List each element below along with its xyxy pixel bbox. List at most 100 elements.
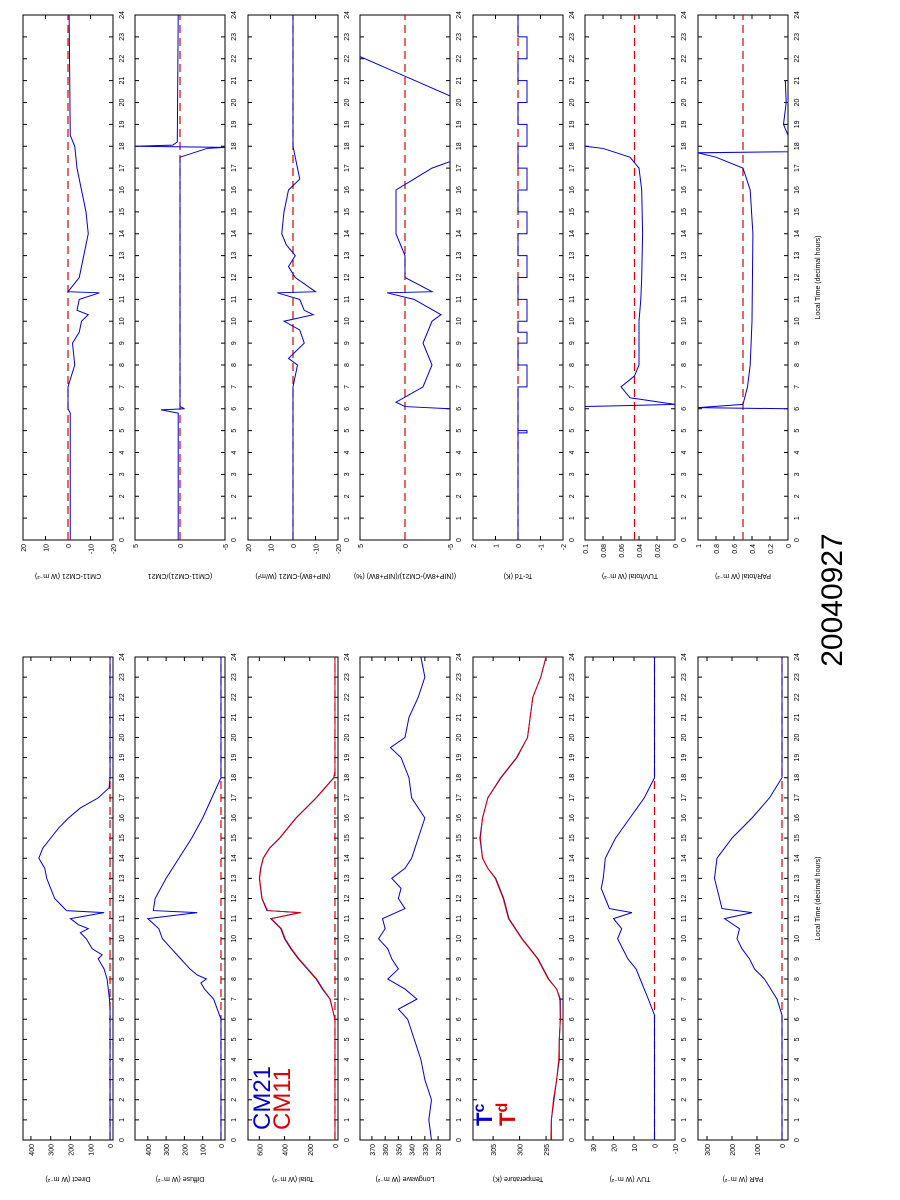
x-tick-label: 0 xyxy=(119,538,126,542)
x-tick-label: 19 xyxy=(119,120,126,128)
x-tick-label: 23 xyxy=(794,673,801,681)
x-tick-label: 12 xyxy=(794,274,801,282)
x-tick-label: 10 xyxy=(456,935,463,943)
x-tick-label: 4 xyxy=(119,1057,126,1061)
x-tick-label: 12 xyxy=(456,274,463,282)
y-tick-label: -1 xyxy=(539,544,546,550)
x-tick-label: 11 xyxy=(569,915,576,922)
x-tick-label: 24 xyxy=(344,11,351,19)
y-tick-label: 295 xyxy=(544,1144,551,1156)
y-tick-label: 400 xyxy=(146,1144,153,1156)
x-tick-label: 16 xyxy=(794,814,801,822)
y-tick-label: -20 xyxy=(111,544,118,554)
x-tick-label: 22 xyxy=(569,55,576,63)
x-tick-label: 17 xyxy=(231,794,238,802)
x-tick-label: 21 xyxy=(569,77,576,85)
x-tick-label: 19 xyxy=(681,120,688,128)
y-axis-label: TUV/total (W m⁻²) xyxy=(602,572,658,579)
x-tick-label: 19 xyxy=(231,754,238,762)
x-tick-label: 16 xyxy=(119,814,126,822)
x-tick-label: 13 xyxy=(119,252,126,260)
x-axis-label: Local Time (decimal hours) xyxy=(815,235,822,319)
x-tick-label: 12 xyxy=(231,274,238,282)
x-tick-label: 17 xyxy=(681,794,688,802)
x-tick-label: 23 xyxy=(681,33,688,41)
x-tick-label: 16 xyxy=(119,186,126,194)
x-tick-label: 9 xyxy=(456,957,463,961)
x-tick-label: 21 xyxy=(231,77,238,85)
x-tick-label: 20 xyxy=(794,734,801,742)
series-line-tc-td xyxy=(517,15,528,540)
x-tick-label: 24 xyxy=(119,653,126,661)
x-tick-label: 19 xyxy=(344,120,351,128)
x-tick-label: 0 xyxy=(569,1138,576,1142)
x-tick-label: 1 xyxy=(456,1118,463,1122)
x-tick-label: 24 xyxy=(456,11,463,19)
x-tick-label: 2 xyxy=(569,1098,576,1102)
x-tick-label: 9 xyxy=(794,341,801,345)
x-tick-label: 2 xyxy=(456,494,463,498)
y-tick-label: 400 xyxy=(29,1144,36,1156)
x-tick-label: 16 xyxy=(569,814,576,822)
x-tick-label: 9 xyxy=(681,341,688,345)
x-tick-label: 18 xyxy=(344,142,351,150)
x-tick-label: 4 xyxy=(569,1057,576,1061)
x-tick-label: 5 xyxy=(569,429,576,433)
x-tick-label: 0 xyxy=(344,1138,351,1142)
x-tick-label: 10 xyxy=(569,317,576,325)
x-tick-label: 16 xyxy=(569,186,576,194)
x-tick-label: 3 xyxy=(119,1078,126,1082)
x-tick-label: 16 xyxy=(344,814,351,822)
y-tick-label: 300 xyxy=(164,1144,171,1156)
x-tick-label: 22 xyxy=(569,693,576,701)
x-tick-label: 7 xyxy=(231,385,238,389)
x-tick-label: 1 xyxy=(119,516,126,520)
x-tick-label: 21 xyxy=(456,713,463,721)
x-tick-label: 3 xyxy=(231,1078,238,1082)
x-tick-label: 18 xyxy=(231,142,238,150)
x-tick-label: 9 xyxy=(231,957,238,961)
x-tick-label: 0 xyxy=(344,538,351,542)
x-tick-label: 15 xyxy=(681,834,688,842)
x-tick-label: 0 xyxy=(681,1138,688,1142)
x-tick-label: 3 xyxy=(794,1078,801,1082)
y-tick-label: 0.04 xyxy=(637,544,644,558)
x-tick-label: 21 xyxy=(681,713,688,721)
x-tick-label: 12 xyxy=(681,274,688,282)
x-tick-label: 12 xyxy=(569,895,576,903)
x-tick-label: 13 xyxy=(231,874,238,882)
plot-frame xyxy=(359,656,451,1141)
x-tick-label: 1 xyxy=(794,1118,801,1122)
x-tick-label: 18 xyxy=(681,142,688,150)
y-axis-label: ((NIP+8W)-CM21)/(NIP+8W) (%) xyxy=(354,572,456,579)
x-tick-label: 11 xyxy=(681,915,688,922)
y-tick-label: 200 xyxy=(308,1144,315,1156)
y-tick-label: 0.8 xyxy=(714,544,721,554)
y-tick-label: 305 xyxy=(491,1144,498,1156)
x-tick-label: 3 xyxy=(344,1078,351,1082)
x-tick-label: 22 xyxy=(231,55,238,63)
x-tick-label: 16 xyxy=(456,186,463,194)
x-tick-label: 3 xyxy=(456,1078,463,1082)
x-tick-label: 17 xyxy=(681,164,688,172)
x-tick-label: 22 xyxy=(456,55,463,63)
x-tick-label: 12 xyxy=(344,274,351,282)
x-tick-label: 15 xyxy=(569,834,576,842)
x-tick-label: 22 xyxy=(794,693,801,701)
y-tick-label: 0 xyxy=(652,1144,659,1148)
y-tick-label: -10 xyxy=(314,544,321,554)
x-tick-label: 15 xyxy=(231,834,238,842)
x-tick-label: 13 xyxy=(794,874,801,882)
x-tick-label: 7 xyxy=(119,997,126,1001)
x-tick-label: 7 xyxy=(681,997,688,1001)
y-tick-label: 5 xyxy=(133,544,140,548)
x-tick-label: 8 xyxy=(569,363,576,367)
x-tick-label: 14 xyxy=(569,230,576,238)
panel-par-ratio: 0123456789101112131415161718192021222324… xyxy=(696,11,801,579)
y-axis-label: CM11-CM21 (W m⁻²) xyxy=(35,572,101,579)
x-tick-label: 11 xyxy=(569,296,576,303)
x-tick-label: 6 xyxy=(681,1017,688,1021)
x-tick-label: 10 xyxy=(569,935,576,943)
x-tick-label: 23 xyxy=(231,673,238,681)
